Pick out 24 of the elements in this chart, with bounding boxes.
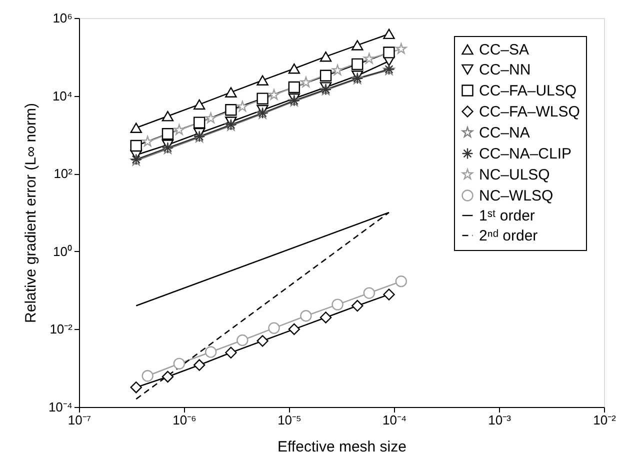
x-tick-label: 10⁻⁴ xyxy=(382,412,407,428)
x-tick-label: 10⁻³ xyxy=(488,412,512,428)
legend-label: CC–SA xyxy=(479,42,530,58)
y-tick-label: 10⁶ xyxy=(52,10,72,26)
y-tick-label: 10⁰ xyxy=(53,244,72,259)
legend-label: CC–NA–CLIP xyxy=(479,146,572,162)
legend-label: 2ⁿᵈ order xyxy=(479,228,538,244)
legend-label: CC–NN xyxy=(479,62,531,78)
legend-label: CC–FA–WLSQ xyxy=(479,104,580,120)
legend-label: CC–NA xyxy=(479,124,530,142)
legend-label: 1ˢᵗ order xyxy=(479,208,535,224)
y-tick-label: 10⁻⁴ xyxy=(48,400,72,414)
x-tick-label: 10⁻⁷ xyxy=(68,412,92,428)
x-tick-label: 10⁻⁶ xyxy=(172,412,196,428)
x-tick-label: 10⁻² xyxy=(593,412,617,428)
legend-label: NC–ULSQ xyxy=(479,166,550,184)
x-tick-label: 10⁻⁵ xyxy=(278,412,302,428)
legend-label: CC–FA–ULSQ xyxy=(479,82,577,100)
x-axis-title: Effective mesh size xyxy=(278,438,406,456)
y-axis-title: Relative gradient error (L∞ norm) xyxy=(22,103,40,323)
y-tick-label: 10⁴ xyxy=(52,88,72,104)
y-tick-label: 10⁻² xyxy=(50,322,74,337)
legend-label: NC–WLSQ xyxy=(479,188,554,204)
y-tick-label: 10² xyxy=(54,166,74,182)
